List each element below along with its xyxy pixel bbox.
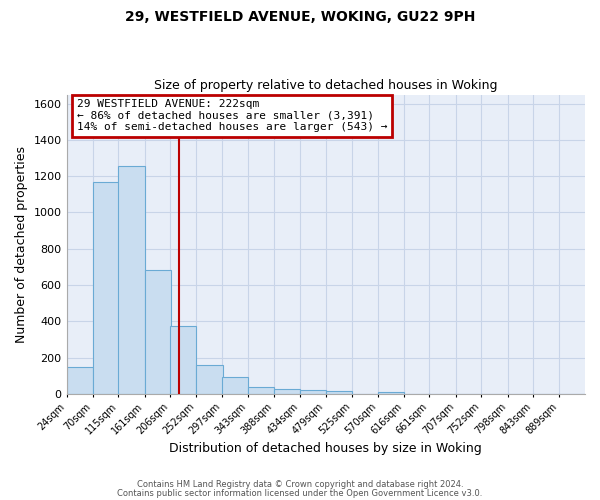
Bar <box>326 391 352 394</box>
Bar <box>274 390 300 394</box>
Text: Contains public sector information licensed under the Open Government Licence v3: Contains public sector information licen… <box>118 489 482 498</box>
Bar <box>222 378 248 394</box>
Bar <box>118 166 145 394</box>
Text: 29 WESTFIELD AVENUE: 222sqm
← 86% of detached houses are smaller (3,391)
14% of : 29 WESTFIELD AVENUE: 222sqm ← 86% of det… <box>77 99 388 132</box>
Bar <box>248 386 274 394</box>
Text: 29, WESTFIELD AVENUE, WOKING, GU22 9PH: 29, WESTFIELD AVENUE, WOKING, GU22 9PH <box>125 10 475 24</box>
Bar <box>93 182 119 394</box>
Text: Contains HM Land Registry data © Crown copyright and database right 2024.: Contains HM Land Registry data © Crown c… <box>137 480 463 489</box>
Bar <box>67 366 93 394</box>
Bar <box>145 270 171 394</box>
Y-axis label: Number of detached properties: Number of detached properties <box>15 146 28 342</box>
Bar <box>170 326 196 394</box>
Bar <box>196 365 223 394</box>
Bar <box>377 392 404 394</box>
Title: Size of property relative to detached houses in Woking: Size of property relative to detached ho… <box>154 79 497 92</box>
Bar <box>300 390 326 394</box>
X-axis label: Distribution of detached houses by size in Woking: Distribution of detached houses by size … <box>169 442 482 455</box>
